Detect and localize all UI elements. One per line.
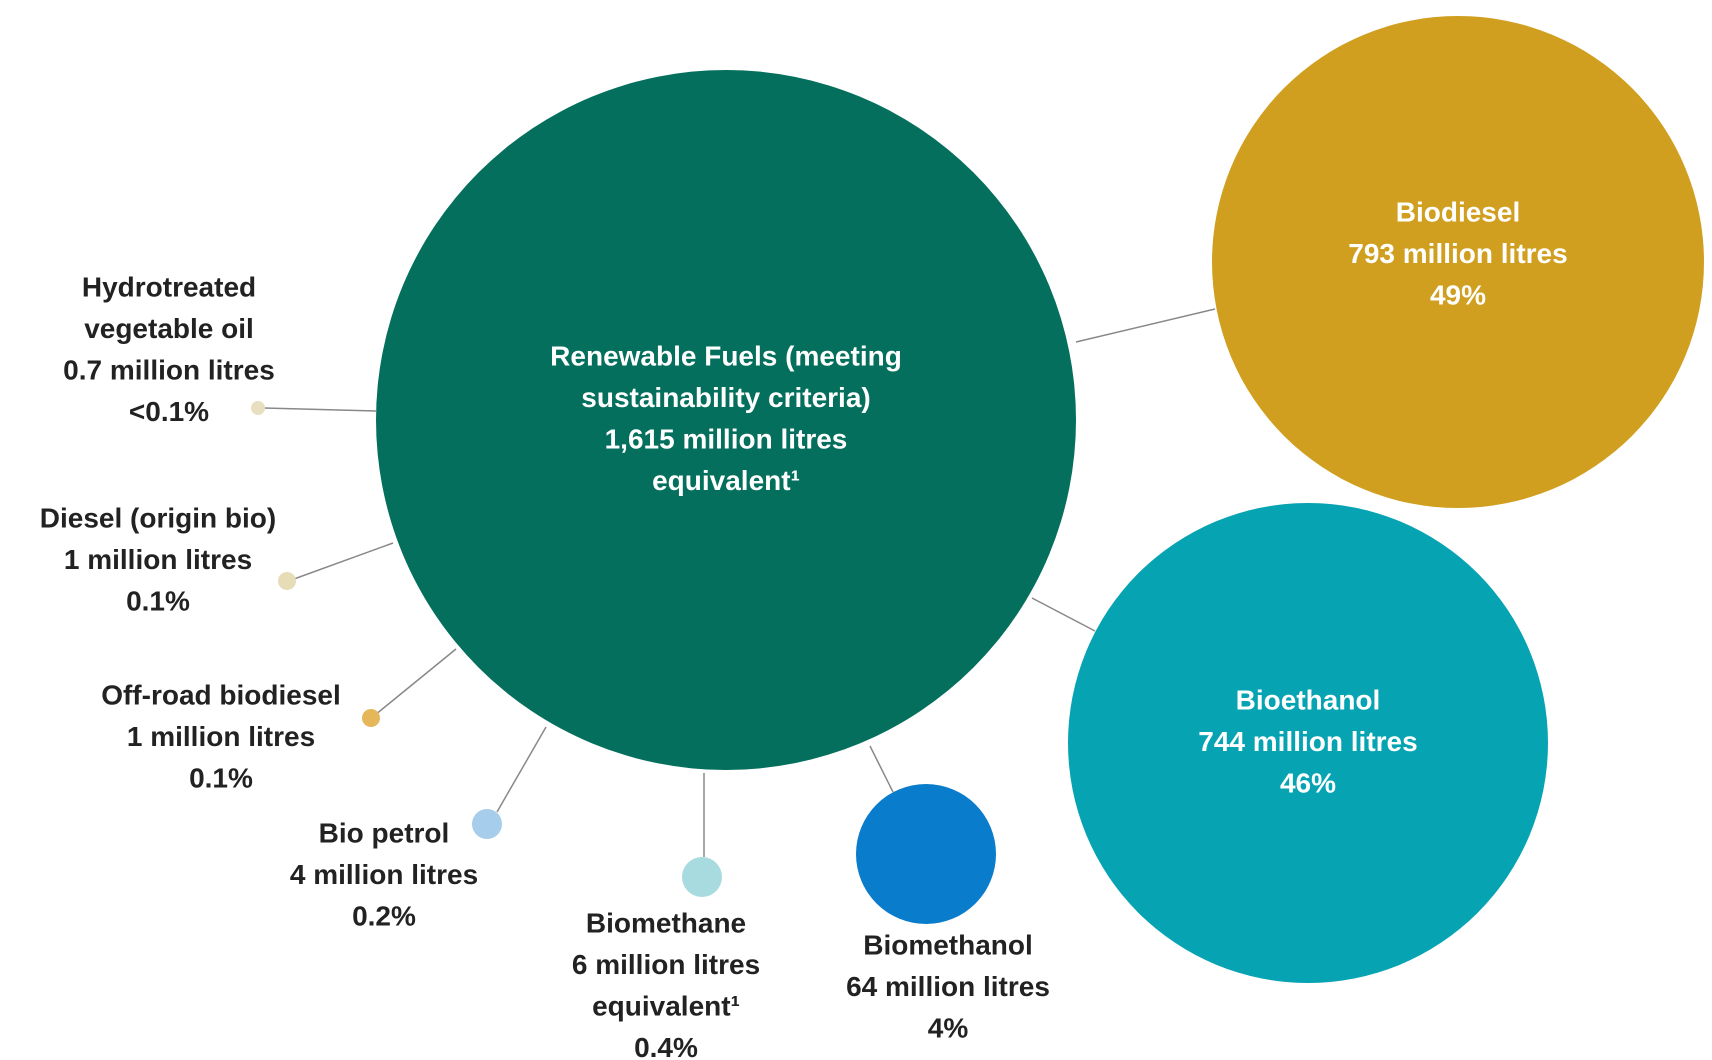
node: Biomethanol 64 million litres 4% <box>846 784 1050 1043</box>
connector <box>1075 308 1216 343</box>
node: Biodiesel 793 million litres 49% <box>1212 16 1704 508</box>
node-label: 0.2% <box>352 900 416 931</box>
node-label: 1 million litres <box>127 721 315 752</box>
node-label: 1,615 million litres <box>605 423 848 454</box>
node-label: 793 million litres <box>1348 238 1567 269</box>
node-label: 4% <box>928 1012 969 1043</box>
node-label: 0.1% <box>189 762 253 793</box>
node-circle <box>251 401 265 415</box>
node: Hydrotreated vegetable oil 0.7 million lit… <box>63 271 275 427</box>
node-label: 49% <box>1430 279 1486 310</box>
node: Off-road biodiesel 1 million litres 0.1% <box>101 679 380 793</box>
node-label: equivalent¹ <box>652 465 800 496</box>
node-label: 0.1% <box>126 585 190 616</box>
node-label: 0.7 million litres <box>63 354 275 385</box>
node-label: 1 million litres <box>64 544 252 575</box>
connector <box>1031 597 1096 632</box>
node-circle <box>682 857 722 897</box>
connector <box>374 648 457 716</box>
node-label: 4 million litres <box>290 859 478 890</box>
connector <box>496 726 547 813</box>
connector <box>869 745 894 793</box>
node-label: Hydrotreated <box>82 271 256 302</box>
node: Diesel (origin bio) 1 million litres 0.1% <box>40 502 296 616</box>
node: Biomethane 6 million litres equivalent¹ 0.4… <box>572 857 760 1060</box>
node-label: Off-road biodiesel <box>101 679 341 710</box>
node: Bioethanol 744 million litres 46% <box>1068 503 1548 983</box>
node-label: Bio petrol <box>319 817 450 848</box>
node-label: Biomethanol <box>863 929 1033 960</box>
node-circle <box>1068 503 1548 983</box>
node-label: Biodiesel <box>1396 196 1520 227</box>
node-circle <box>376 70 1076 770</box>
node-circle <box>856 784 996 924</box>
connector <box>263 407 377 412</box>
node-label: Biomethane <box>586 907 746 938</box>
node-label: Diesel (origin bio) <box>40 502 276 533</box>
node-label: 744 million litres <box>1198 726 1417 757</box>
node-label: 46% <box>1280 767 1336 798</box>
node-label: vegetable oil <box>84 313 254 344</box>
node: Renewable Fuels (meeting sustainability c… <box>376 70 1076 770</box>
node-label: 64 million litres <box>846 971 1050 1002</box>
node-circle <box>1212 16 1704 508</box>
node: Bio petrol 4 million litres 0.2% <box>290 809 502 931</box>
node-circle <box>362 709 380 727</box>
node-label: sustainability criteria) <box>581 382 870 413</box>
node-label: equivalent¹ <box>592 990 740 1021</box>
node-circle <box>278 572 296 590</box>
node-label: Renewable Fuels (meeting <box>550 340 902 371</box>
node-label: <0.1% <box>129 396 209 427</box>
connector <box>293 542 394 580</box>
node-label: 6 million litres <box>572 949 760 980</box>
node-circle <box>472 809 502 839</box>
node-label: Bioethanol <box>1236 684 1381 715</box>
node-label: 0.4% <box>634 1032 698 1060</box>
